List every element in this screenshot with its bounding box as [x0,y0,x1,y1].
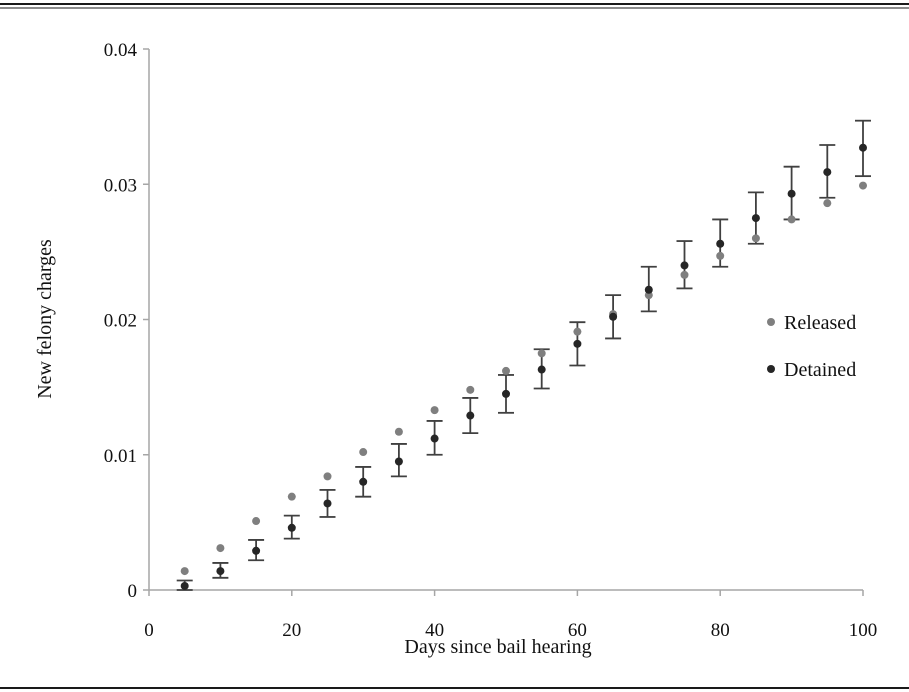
released-point [859,181,867,190]
legend-item-released: Released [767,312,856,334]
x-ticks: 0 20 40 60 80 100 [144,590,877,641]
x-tick-label: 20 [282,620,301,641]
detained-point [859,143,867,152]
y-tick-label: 0.02 [104,311,137,332]
detained-point [216,567,225,576]
y-tick-label: 0.01 [104,446,137,467]
released-point [430,406,439,415]
detained-point [430,434,439,443]
y-ticks: 0 0.01 0.02 0.03 0.04 [104,40,149,602]
legend: Released Detained [767,312,856,381]
y-axis-title: New felony charges [34,239,56,399]
released-point [751,234,760,243]
released-point [252,517,261,526]
released-point [502,366,510,375]
detained-point [751,214,760,223]
detained-point [787,189,796,198]
detained-point [609,312,618,321]
legend-label: Detained [784,359,856,381]
y-tick-label: 0.03 [104,175,137,196]
legend-marker [767,318,775,326]
released-point [359,448,368,457]
released-point [394,427,403,436]
legend-item-detained: Detained [767,359,856,381]
detained-point [359,477,368,486]
x-tick-label: 80 [711,620,730,641]
detained-point [644,285,653,294]
released-point [716,251,725,260]
x-tick-label: 0 [144,620,154,641]
released-point [180,567,189,576]
detained-point [823,168,832,177]
detained-point [573,339,582,348]
detained-point [287,523,296,532]
detained-point [180,581,189,590]
y-tick-label: 0.04 [104,40,138,61]
detained-point [466,411,475,420]
legend-marker [767,365,775,373]
released-point [823,199,832,208]
released-point [537,349,546,358]
legend-label: Released [784,312,856,334]
released-point [787,215,796,224]
released-point [216,544,225,553]
detained-point [537,365,546,374]
plot-area [176,119,871,591]
x-axis-title: Days since bail hearing [404,636,591,658]
released-point [573,327,582,336]
released-point [287,492,296,501]
detained-point [252,546,261,555]
detained-point [394,457,403,466]
x-tick-label: 40 [425,620,444,641]
detained-point [716,239,725,248]
detained-point [502,389,510,398]
detained-point [323,499,332,508]
released-point [323,472,332,481]
released-point [466,385,475,394]
detained-point [680,261,689,270]
x-tick-label: 60 [568,620,587,641]
y-tick-label: 0 [128,581,138,602]
x-tick-label: 100 [849,620,878,641]
released-point [680,270,689,279]
